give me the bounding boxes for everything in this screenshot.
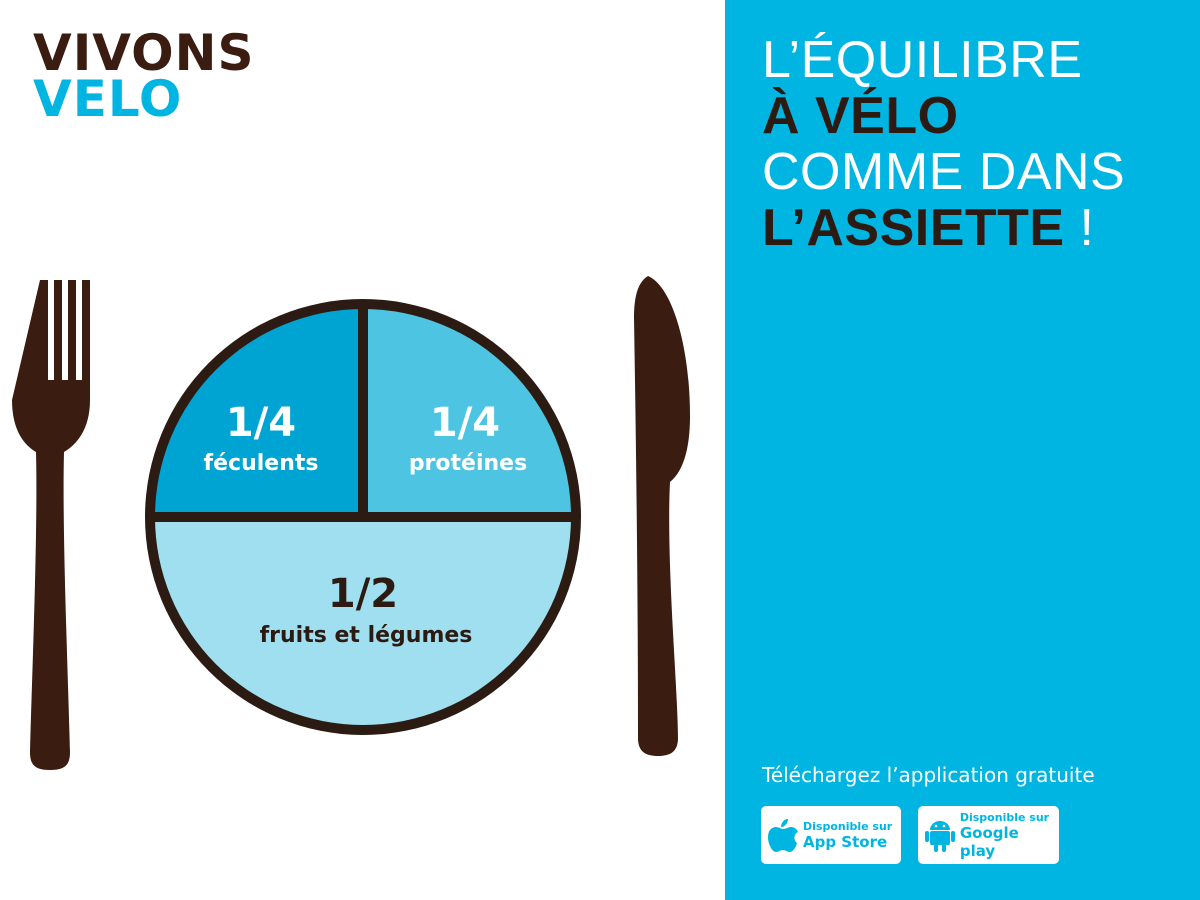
headline-line-4: L’ASSIETTE [762, 199, 1065, 257]
headline: L’ÉQUILIBRE À VÉLO COMME DANS L’ASSIETTE… [762, 32, 1125, 256]
app-store-button[interactable]: Disponible sur App Store [761, 806, 901, 864]
plate-section-starches [155, 309, 363, 517]
plate-section-proteins [363, 309, 571, 517]
google-play-small-label: Disponible sur [959, 810, 1050, 824]
plate-section-vegetables [155, 517, 571, 725]
download-title: Téléchargez l’application gratuite [762, 763, 1095, 787]
fork-icon [12, 280, 90, 770]
plate-illustration: 1/4 féculents 1/4 protéines 1/2 fruits e… [12, 276, 690, 770]
vegetables-fraction: 1/2 [328, 571, 398, 617]
headline-exclamation: ! [1064, 199, 1095, 257]
proteins-label: protéines [409, 451, 527, 476]
app-store-label: App Store [803, 832, 888, 851]
google-play-button[interactable]: Disponible sur Google play [918, 806, 1059, 864]
headline-line-2: À VÉLO [762, 87, 959, 145]
logo-line-2: VELO [33, 70, 183, 128]
headline-line-3: COMME DANS [762, 143, 1126, 201]
starches-label: féculents [204, 451, 319, 476]
vivons-velo-logo: VIVONS VELO [33, 28, 254, 124]
android-icon [922, 815, 958, 855]
vegetables-label: fruits et légumes [260, 623, 473, 648]
left-panel: VIVONS VELO 1/4 féculents 1/4 protéin [12, 28, 690, 770]
plate: 1/4 féculents 1/4 protéines 1/2 fruits e… [145, 299, 581, 735]
logo-line-1: VIVONS [33, 24, 255, 82]
apple-icon [765, 815, 801, 855]
headline-line-1: L’ÉQUILIBRE [762, 31, 1083, 89]
app-store-small-label: Disponible sur [803, 819, 893, 833]
proteins-fraction: 1/4 [430, 400, 500, 446]
knife-icon [634, 276, 690, 756]
starches-fraction: 1/4 [226, 400, 296, 446]
right-panel [725, 0, 1200, 900]
google-play-label: Google play [959, 823, 1019, 860]
